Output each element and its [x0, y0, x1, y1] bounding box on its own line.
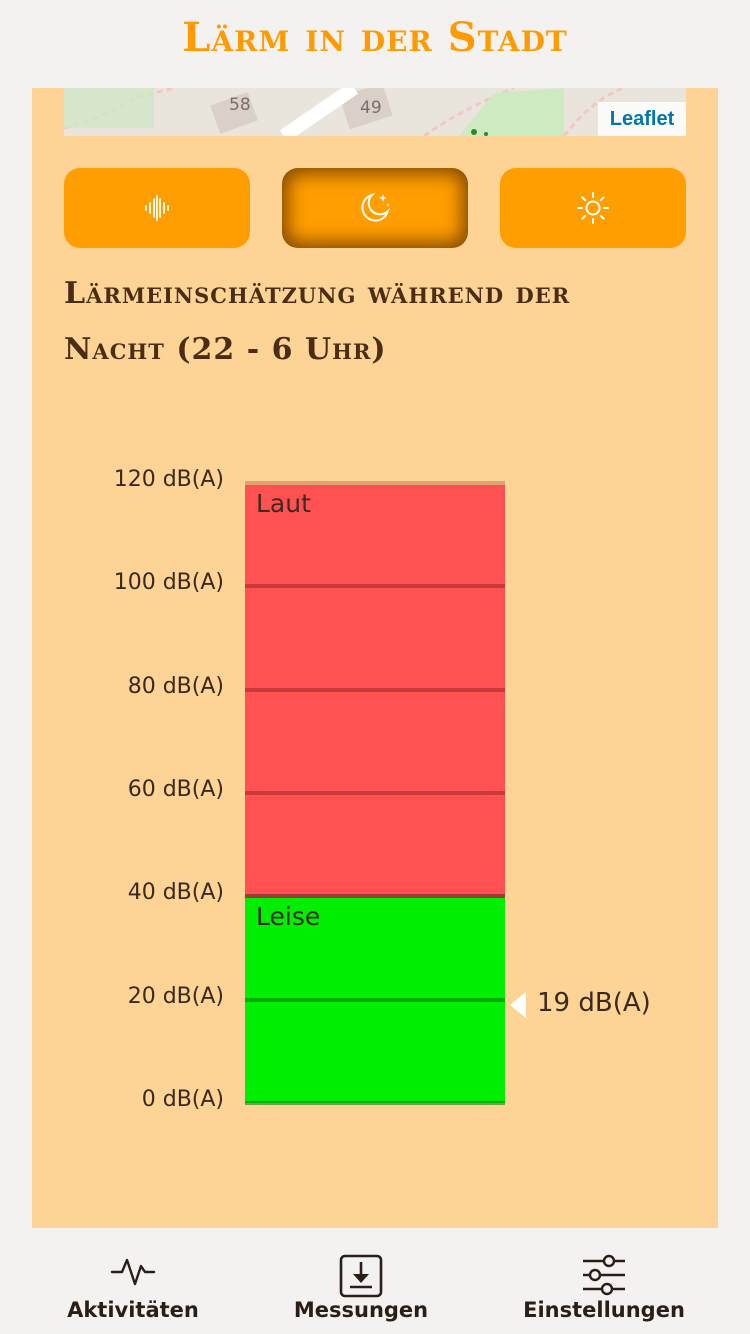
map-view[interactable]: 58 49 Leaflet [64, 88, 686, 136]
chart-y-tick-label: 120 dB(A) [113, 467, 224, 492]
nav-item-einstellungen[interactable]: Einstellungen [508, 1228, 700, 1334]
nav-label: Aktivitäten [67, 1298, 199, 1322]
current-value-label: 19 dB(A) [537, 987, 651, 1018]
chart-y-tick-label: 0 dB(A) [141, 1087, 224, 1112]
chart-gridline [245, 584, 505, 589]
map-label: 49 [360, 98, 382, 118]
chart-y-tick-label: 60 dB(A) [127, 777, 224, 802]
waveform-icon [145, 195, 169, 221]
current-value-pointer [510, 991, 526, 1018]
section-title: Lärmeinschätzung während der Nacht (22 -… [64, 276, 571, 367]
nav-item-aktivitaeten[interactable]: Aktivitäten [38, 1228, 228, 1334]
chart-gridline [245, 481, 505, 485]
sun-icon [577, 192, 609, 224]
activity-icon [110, 1258, 156, 1286]
chart-gridline [245, 997, 505, 1002]
chart-band-label: Laut [256, 489, 311, 518]
chart-gridline [245, 687, 505, 692]
chart-y-tick-label: 40 dB(A) [127, 880, 224, 906]
sliders-icon [583, 1254, 625, 1296]
chart-gridline [245, 894, 505, 899]
nav-label: Einstellungen [523, 1298, 685, 1322]
night-mode-button[interactable] [282, 168, 468, 248]
map-tiles: 58 49 [64, 88, 686, 136]
nav-label: Messungen [293, 1298, 429, 1322]
map-label: 58 [229, 95, 251, 115]
bottom-nav: Aktivitäten Messungen Einstellungen [0, 1228, 750, 1334]
app-title: Lärm in der Stadt [182, 14, 568, 61]
nav-item-messungen[interactable]: Messungen [266, 1228, 456, 1334]
main-card: 58 49 Leaflet [32, 88, 718, 1228]
moon-stars-icon [361, 193, 390, 222]
chart-gridline [245, 791, 505, 795]
chart-gridline [245, 1101, 505, 1105]
download-box-icon [339, 1254, 383, 1298]
sound-mode-button[interactable] [64, 168, 250, 248]
chart-y-tick-label: 100 dB(A) [113, 570, 224, 596]
day-mode-button[interactable] [500, 168, 686, 248]
map-attribution-link[interactable]: Leaflet [598, 102, 686, 136]
chart-y-tick-label: 20 dB(A) [127, 983, 224, 1009]
chart-band-label: Leise [256, 902, 321, 932]
chart-y-tick-label: 80 dB(A) [127, 673, 224, 699]
